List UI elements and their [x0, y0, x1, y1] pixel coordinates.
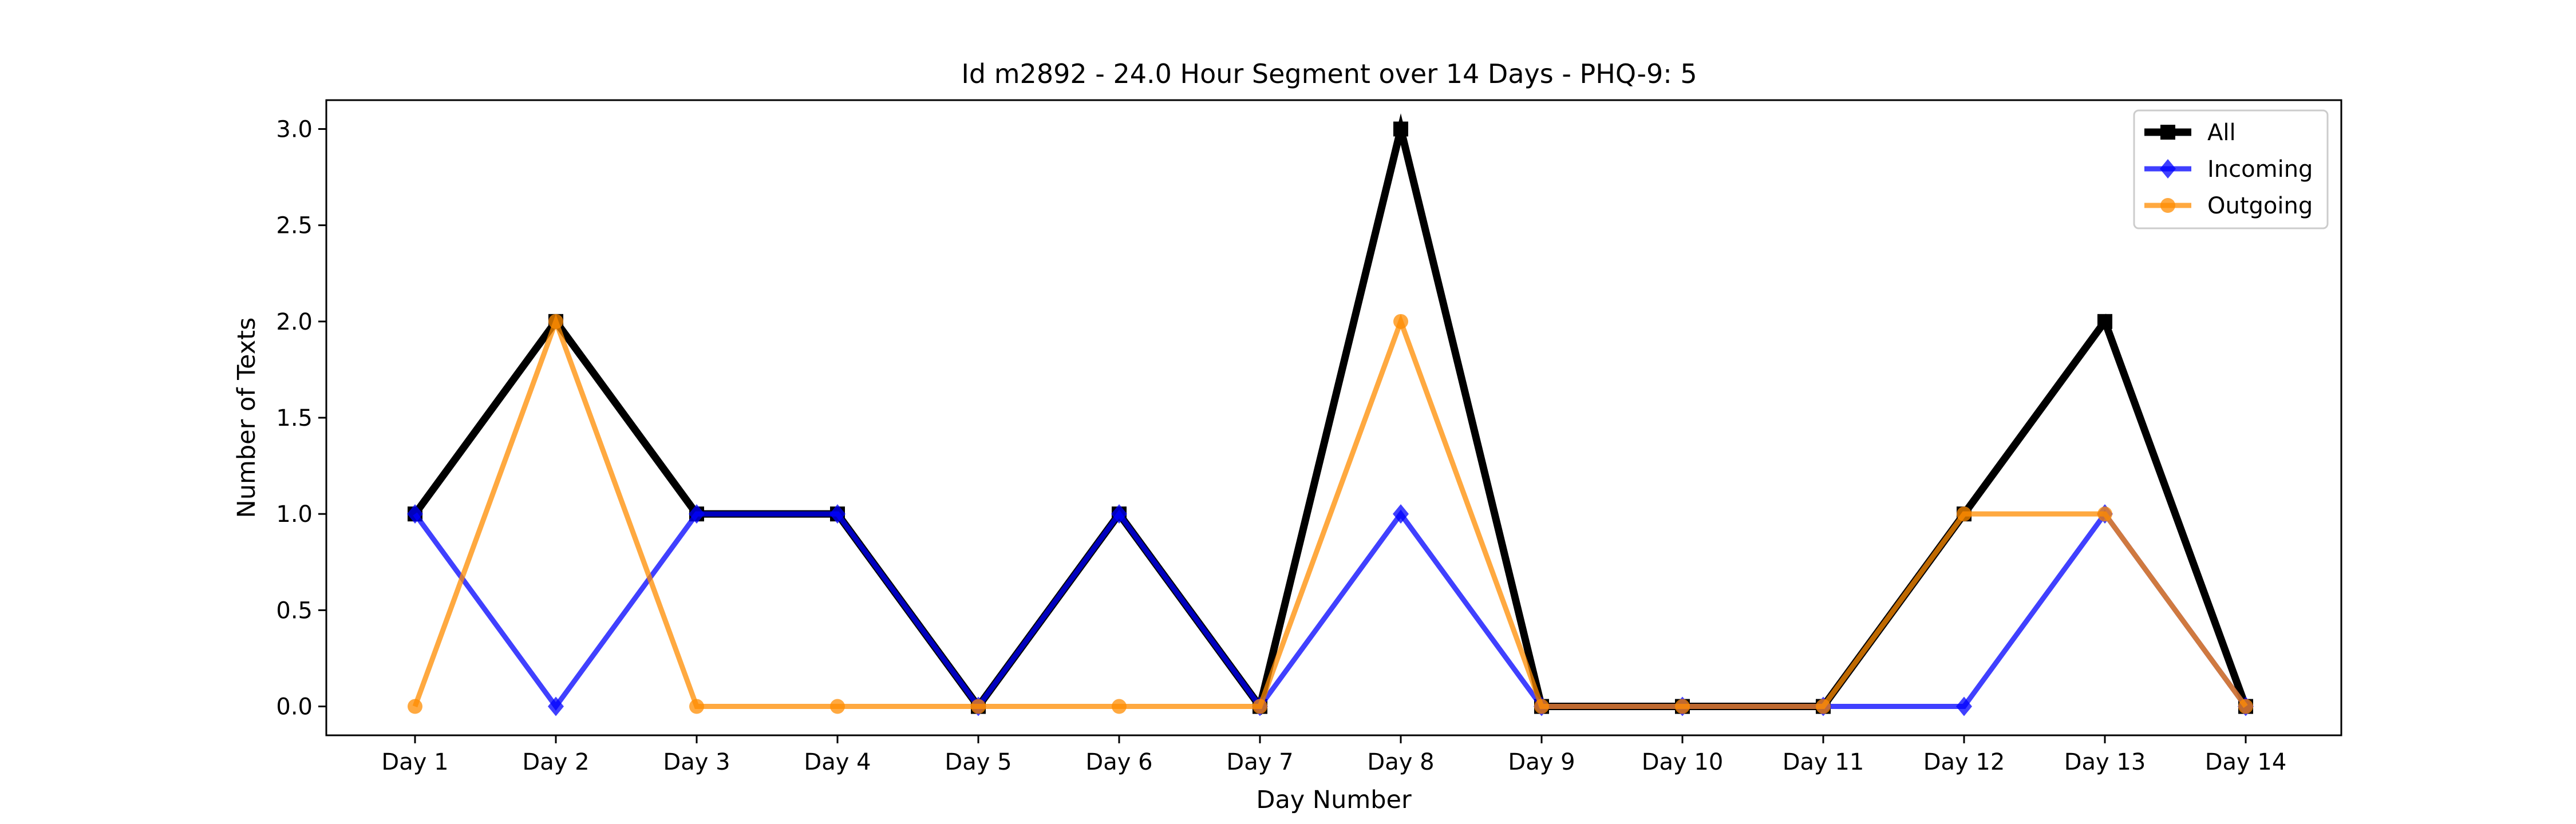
data-point-incoming — [1393, 504, 1409, 524]
series-line-all — [412, 113, 2250, 715]
plot-frame — [325, 99, 2342, 736]
data-point-incoming — [829, 504, 846, 524]
x-axis-label: Day Number — [1256, 786, 1412, 814]
x-tick-label: Day 7 — [1226, 749, 1293, 775]
series-outgoing — [408, 314, 2253, 714]
data-point-outgoing — [971, 699, 986, 714]
x-tick-label: Day 10 — [1642, 749, 1724, 775]
x-tick-label: Day 9 — [1508, 749, 1575, 775]
plot-series — [407, 113, 2254, 716]
x-tick-label: Day 2 — [522, 749, 589, 775]
data-point-outgoing — [2238, 699, 2253, 714]
data-point-incoming — [407, 504, 423, 524]
x-tick-label: Day 3 — [663, 749, 730, 775]
data-point-incoming — [689, 504, 705, 524]
series-incoming — [407, 504, 2254, 716]
data-point-outgoing — [2097, 506, 2112, 522]
legend-marker-all — [2160, 125, 2175, 140]
chart-title: Id m2892 - 24.0 Hour Segment over 14 Day… — [961, 58, 1697, 89]
y-tick-label: 2.5 — [276, 213, 313, 239]
series-line-incoming — [413, 509, 2248, 711]
x-tick-label: Day 11 — [1783, 749, 1864, 775]
x-tick-label: Day 5 — [945, 749, 1012, 775]
series-all — [408, 113, 2253, 715]
legend-marker-outgoing — [2160, 198, 2175, 213]
y-tick-label: 0.0 — [276, 694, 313, 720]
data-point-outgoing — [408, 699, 422, 714]
y-axis-label: Number of Texts — [232, 318, 261, 518]
x-tick-label: Day 6 — [1085, 749, 1152, 775]
legend-item-outgoing: Outgoing — [2144, 193, 2313, 219]
legend-label-outgoing: Outgoing — [2207, 193, 2313, 219]
x-tick-label: Day 1 — [381, 749, 448, 775]
data-point-outgoing — [548, 314, 563, 329]
y-tick-label: 2.0 — [276, 309, 313, 335]
legend-marker-incoming — [2160, 159, 2176, 179]
series-line-outgoing — [412, 314, 2248, 710]
y-tick-label: 0.5 — [276, 597, 313, 624]
x-tick-label: Day 14 — [2205, 749, 2287, 775]
data-point-all — [1393, 121, 1408, 137]
data-point-outgoing — [1253, 699, 1267, 714]
data-point-incoming — [548, 696, 564, 716]
x-tick-label: Day 4 — [804, 749, 871, 775]
chart-legend: All Incoming Outgoing — [2133, 109, 2329, 229]
data-point-outgoing — [1534, 699, 1549, 714]
data-point-outgoing — [1816, 699, 1831, 714]
data-point-outgoing — [1957, 506, 1971, 522]
legend-item-incoming: Incoming — [2144, 156, 2313, 183]
y-tick-label: 1.0 — [276, 501, 313, 528]
y-axis-ticks: 0.0 0.5 1.0 1.5 2.0 2.5 3.0 — [276, 116, 326, 720]
x-tick-label: Day 8 — [1367, 749, 1434, 775]
data-point-outgoing — [830, 699, 845, 714]
legend-label-all: All — [2207, 120, 2236, 146]
data-point-outgoing — [689, 699, 704, 714]
data-point-outgoing — [1675, 699, 1690, 714]
legend-box — [2133, 109, 2329, 229]
x-axis-ticks: Day 1 Day 2 Day 3 Day 4 Day 5 Day 6 Day 7 Day 8… — [381, 735, 2286, 775]
legend-item-all: All — [2144, 120, 2236, 146]
y-tick-label: 1.5 — [276, 405, 313, 431]
data-point-outgoing — [1393, 314, 1408, 329]
data-point-incoming — [1111, 504, 1127, 524]
x-tick-label: Day 12 — [1923, 749, 2005, 775]
y-tick-label: 3.0 — [276, 116, 313, 142]
data-point-all — [2097, 314, 2112, 329]
data-point-outgoing — [1112, 699, 1127, 714]
legend-label-incoming: Incoming — [2207, 156, 2313, 183]
x-tick-label: Day 13 — [2064, 749, 2146, 775]
data-point-incoming — [1956, 696, 1972, 716]
